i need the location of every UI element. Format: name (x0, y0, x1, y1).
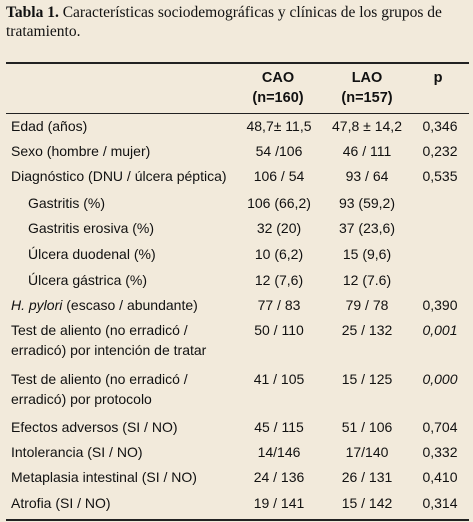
row-lao-value: 26 / 131 (341, 469, 393, 485)
row-cao-value: 41 / 105 (253, 371, 305, 387)
row-label: Test de aliento (no erradicó / erradicó)… (11, 320, 236, 360)
row-label: Atrofia (SI / NO) (11, 495, 111, 511)
row-lao-value: 46 / 111 (342, 143, 392, 159)
header-p-label: p (433, 70, 443, 86)
row-label: H. pylori (escaso / abundante) (11, 295, 236, 315)
row-label-line1: Test de aliento (no erradicó / (11, 322, 188, 338)
caption-label: Tabla 1. (6, 4, 59, 21)
row-p-value: 0,001 (422, 322, 458, 338)
row-cao-value: 106 / 54 (253, 168, 305, 184)
row-lao-value: 79 / 78 (345, 297, 389, 313)
row-cao-value: 50 / 110 (254, 322, 304, 338)
row-p-value: 0,704 (422, 419, 458, 435)
row-lao-value: 15 (9,6) (342, 246, 392, 262)
row-label-italic: H. pylori (11, 297, 63, 313)
row-lao-value: 93 (59,2) (338, 195, 396, 211)
table-caption: Tabla 1. Características sociodemográfic… (6, 3, 468, 41)
row-label-rest: (escaso / abundante) (62, 297, 198, 313)
row-cao-value: 19 / 141 (253, 495, 305, 511)
row-label: Gastritis (%) (28, 195, 105, 211)
row-label: Efectos adversos (SI / NO) (11, 419, 178, 435)
caption-text: Características sociodemográficas y clín… (6, 4, 442, 40)
header-cao-n: (n=160) (252, 90, 304, 106)
table-top-rule (6, 62, 469, 64)
row-label: Edad (años) (11, 118, 88, 134)
row-label: Diagnóstico (DNU / úlcera péptica) (11, 168, 227, 184)
row-cao-value: 106 (66,2) (247, 195, 311, 211)
row-cao-value: 24 / 136 (253, 469, 305, 485)
row-cao-value: 12 (7,6) (254, 272, 304, 288)
row-lao-value: 47,8 ± 14,2 (332, 118, 402, 134)
row-lao-value: 17/140 (345, 444, 389, 460)
row-label: Test de aliento (no erradicó / erradicó)… (11, 369, 236, 409)
table-header-rule (6, 113, 469, 114)
row-p-value: 0,535 (422, 168, 458, 184)
row-p-value: 0,332 (422, 444, 458, 460)
row-cao-value: 10 (6,2) (254, 246, 304, 262)
row-label: Metaplasia intestinal (SI / NO) (11, 469, 197, 485)
row-lao-value: 15 / 142 (341, 495, 393, 511)
row-p-value: 0,390 (422, 297, 458, 313)
row-label-line2: erradicó) por protocolo (11, 391, 152, 407)
row-p-value: 0,346 (422, 118, 458, 134)
header-lao-n: (n=157) (341, 90, 393, 106)
row-label-line2: erradicó) por intención de tratar (11, 342, 207, 358)
row-cao-value: 48,7± 11,5 (246, 118, 312, 134)
header-lao-name: LAO (351, 70, 383, 86)
row-cao-value: 32 (20) (256, 220, 302, 236)
row-label: Intolerancia (SI / NO) (11, 444, 143, 460)
row-label: Gastritis erosiva (%) (28, 220, 155, 236)
row-lao-value: 12 (7.6) (342, 272, 392, 288)
row-label: Sexo (hombre / mujer) (11, 143, 151, 159)
table-bottom-rule (6, 519, 469, 521)
row-label-line1: Test de aliento (no erradicó / (11, 371, 188, 387)
header-cao: CAO (n=160) (237, 68, 319, 110)
row-p-value: 0,000 (422, 371, 458, 387)
row-label: Úlcera duodenal (%) (28, 246, 156, 262)
row-cao-value: 45 / 115 (254, 419, 304, 435)
header-cao-name: CAO (261, 70, 295, 86)
row-lao-value: 37 (23,6) (338, 220, 396, 236)
row-lao-value: 93 / 64 (345, 168, 389, 184)
row-lao-value: 51 / 106 (341, 419, 393, 435)
row-p-value: 0,314 (422, 495, 458, 511)
row-cao-value: 14/146 (257, 444, 301, 460)
row-lao-value: 25 / 132 (341, 322, 393, 338)
header-lao: LAO (n=157) (326, 68, 408, 110)
row-p-value: 0,410 (422, 469, 458, 485)
row-label: Úlcera gástrica (%) (28, 272, 148, 288)
row-cao-value: 77 / 83 (257, 297, 301, 313)
row-p-value: 0,232 (422, 143, 458, 159)
row-lao-value: 15 / 125 (341, 371, 393, 387)
row-cao-value: 54 /106 (255, 143, 303, 159)
header-p: p (418, 68, 458, 110)
